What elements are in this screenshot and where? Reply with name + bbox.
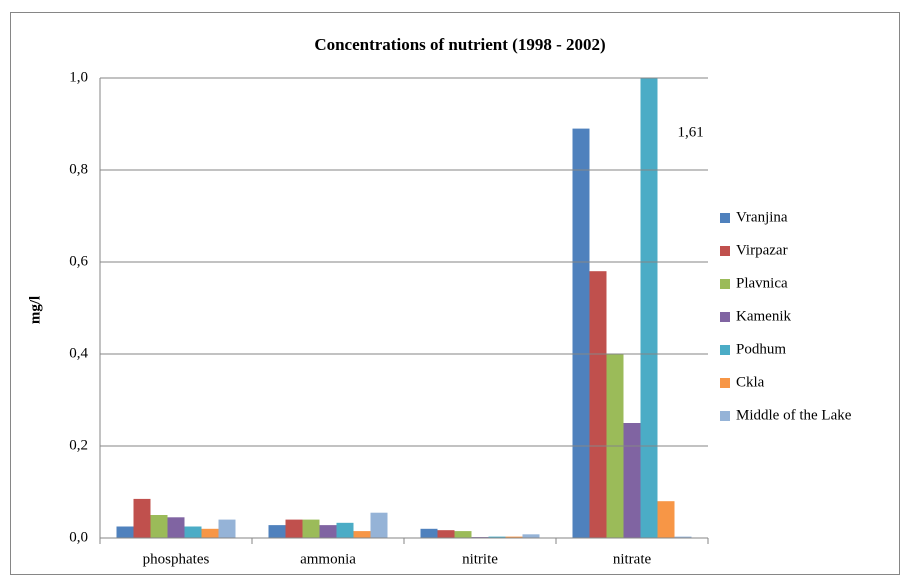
y-tick-label: 0,6 [69, 253, 88, 269]
chart-frame [10, 12, 900, 575]
legend-label: Podhum [736, 341, 786, 357]
bar [623, 423, 641, 538]
bar [116, 526, 134, 538]
bar [657, 501, 675, 538]
legend-swatch [720, 213, 730, 223]
y-tick-label: 0,2 [69, 437, 88, 453]
y-tick-label: 1,0 [69, 69, 88, 85]
y-tick-label: 0,8 [69, 161, 88, 177]
legend-label: Kamenik [736, 308, 791, 324]
legend-label: Virpazar [736, 242, 788, 258]
bar [218, 519, 236, 538]
legend-swatch [720, 246, 730, 256]
legend-label: Vranjina [736, 209, 788, 225]
x-tick-label: phosphates [143, 551, 210, 567]
bar [589, 271, 607, 538]
legend-swatch [720, 411, 730, 421]
bar [268, 525, 286, 538]
bar [353, 531, 371, 538]
bar [505, 536, 523, 538]
legend-swatch [720, 378, 730, 388]
legend-swatch [720, 279, 730, 289]
data-label: 1,61 [678, 124, 704, 140]
bar [370, 512, 388, 538]
bar [167, 517, 185, 538]
bar [420, 528, 438, 538]
y-tick-label: 0,4 [69, 345, 88, 361]
y-tick-label: 0,0 [69, 529, 88, 545]
legend-swatch [720, 345, 730, 355]
legend-label: Middle of the Lake [736, 407, 852, 423]
bar [285, 519, 303, 538]
bar [201, 528, 219, 538]
bar [454, 531, 472, 538]
x-tick-label: nitrate [613, 551, 652, 567]
bar [150, 515, 168, 538]
bar [640, 78, 658, 538]
y-axis-label: mg/l [27, 296, 43, 324]
legend-label: Plavnica [736, 275, 788, 291]
bar [674, 536, 692, 538]
x-tick-label: ammonia [300, 551, 356, 567]
plot-area [116, 78, 692, 538]
bar [572, 128, 590, 538]
bar [522, 534, 540, 538]
x-tick-label: nitrite [462, 551, 498, 567]
chart-title: Concentrations of nutrient (1998 - 2002) [314, 35, 605, 54]
bar [488, 536, 506, 538]
bar [336, 522, 354, 538]
bar [302, 519, 320, 538]
bar [319, 525, 337, 538]
bar [184, 526, 202, 538]
bar [437, 530, 455, 538]
legend-swatch [720, 312, 730, 322]
bar [133, 498, 151, 538]
legend-label: Ckla [736, 374, 765, 390]
